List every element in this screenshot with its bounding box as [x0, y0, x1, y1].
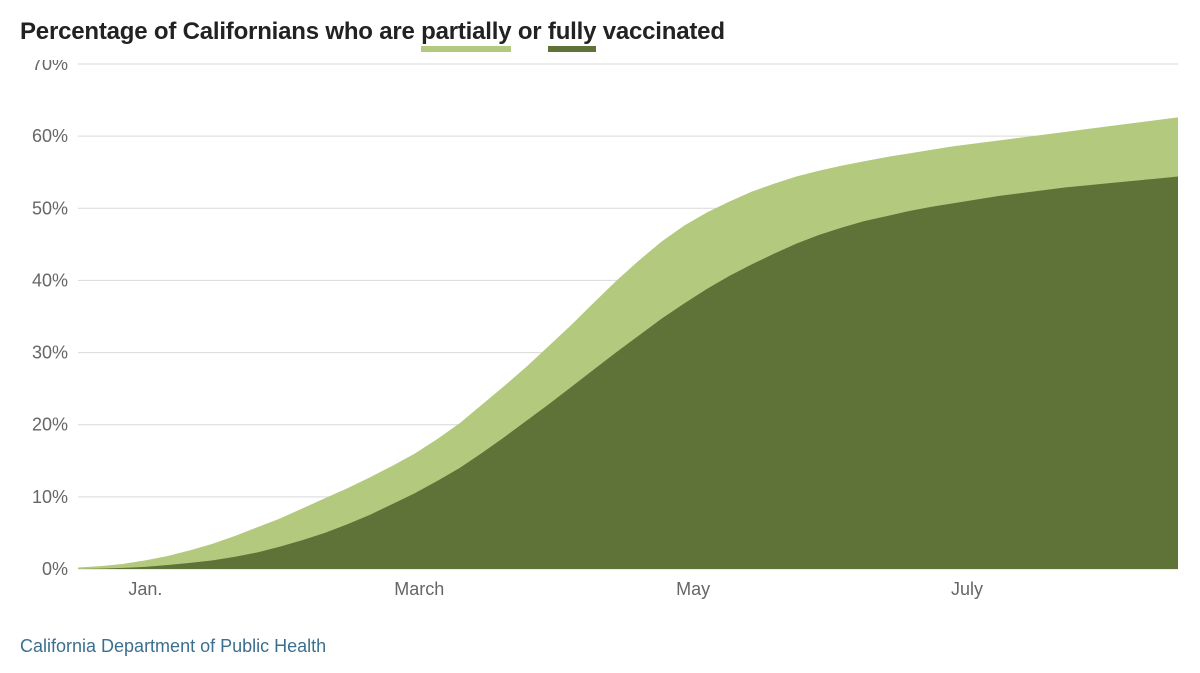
title-suffix: vaccinated: [596, 18, 725, 45]
title-mid: or: [511, 18, 548, 45]
title-word-partially: partially: [421, 18, 511, 52]
title-prefix: Percentage of Californians who are: [20, 18, 421, 45]
svg-text:July: July: [951, 579, 983, 599]
svg-text:May: May: [676, 579, 710, 599]
chart-plot-area: 0% 10% 20% 30% 40% 50% 60% 70% Jan. March May July: [18, 60, 1182, 603]
svg-text:20%: 20%: [32, 415, 68, 435]
chart-source: California Department of Public Health: [20, 636, 326, 657]
svg-text:March: March: [394, 579, 444, 599]
svg-text:70%: 70%: [32, 60, 68, 74]
chart-container: Percentage of Californians who are parti…: [0, 0, 1200, 673]
svg-text:0%: 0%: [42, 559, 68, 579]
area-chart: 0% 10% 20% 30% 40% 50% 60% 70% Jan. March May July: [18, 60, 1182, 603]
svg-text:Jan.: Jan.: [128, 579, 162, 599]
svg-text:60%: 60%: [32, 126, 68, 146]
svg-text:50%: 50%: [32, 198, 68, 218]
svg-text:30%: 30%: [32, 343, 68, 363]
svg-text:40%: 40%: [32, 270, 68, 290]
chart-title: Percentage of Californians who are parti…: [20, 18, 1180, 46]
svg-text:10%: 10%: [32, 487, 68, 507]
title-word-fully: fully: [548, 18, 596, 52]
